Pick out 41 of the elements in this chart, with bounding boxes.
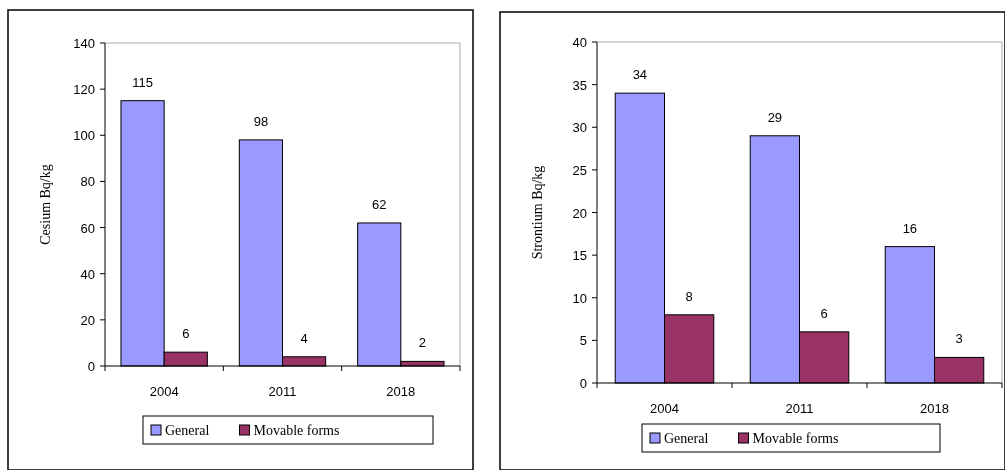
data-label: 34 <box>632 67 648 83</box>
data-label: 62 <box>372 196 387 212</box>
y-tick-label: 10 <box>572 290 587 306</box>
data-label: 3 <box>955 331 963 347</box>
y-tick-label: 25 <box>572 162 587 178</box>
y-tick-label: 0 <box>87 359 95 374</box>
y-tick-label: 35 <box>572 77 587 93</box>
legend-label: General <box>165 423 210 438</box>
y-tick-label: 120 <box>73 82 95 98</box>
y-tick-label: 140 <box>73 36 95 51</box>
data-label: 4 <box>300 330 308 346</box>
data-label: 6 <box>820 305 828 321</box>
x-tick-label: 2011 <box>268 384 297 399</box>
data-label: 2 <box>418 335 427 351</box>
x-tick-label: 2018 <box>920 401 949 416</box>
x-tick-label: 2018 <box>386 384 416 399</box>
y-tick-label: 40 <box>572 35 587 50</box>
data-label: 16 <box>902 220 918 236</box>
y-tick-label: 60 <box>80 220 95 236</box>
y-tick-label: 40 <box>80 266 95 282</box>
data-label: 29 <box>767 109 783 125</box>
x-tick-label: 2011 <box>785 401 814 416</box>
y-axis-title: Strontium Bq/kg <box>530 165 545 260</box>
y-tick-label: 20 <box>80 312 95 328</box>
y-tick-label: 80 <box>80 174 95 190</box>
data-label: 8 <box>685 288 693 304</box>
y-tick-label: 30 <box>572 120 587 136</box>
y-tick-label: 20 <box>572 205 587 221</box>
y-tick-label: 100 <box>73 128 95 144</box>
legend-label: General <box>664 431 709 446</box>
data-label: 6 <box>182 326 190 342</box>
y-tick-label: 0 <box>579 376 587 391</box>
x-tick-label: 2004 <box>149 384 179 399</box>
data-label: 98 <box>253 113 269 129</box>
legend-label: Movable forms <box>253 423 340 438</box>
y-tick-label: 15 <box>572 248 587 264</box>
x-tick-label: 2004 <box>650 401 679 416</box>
data-label: 115 <box>132 74 153 90</box>
legend-label: Movable forms <box>752 431 839 446</box>
y-tick-label: 5 <box>579 333 587 349</box>
y-axis-title: Cesium Bq/kg <box>38 164 53 245</box>
